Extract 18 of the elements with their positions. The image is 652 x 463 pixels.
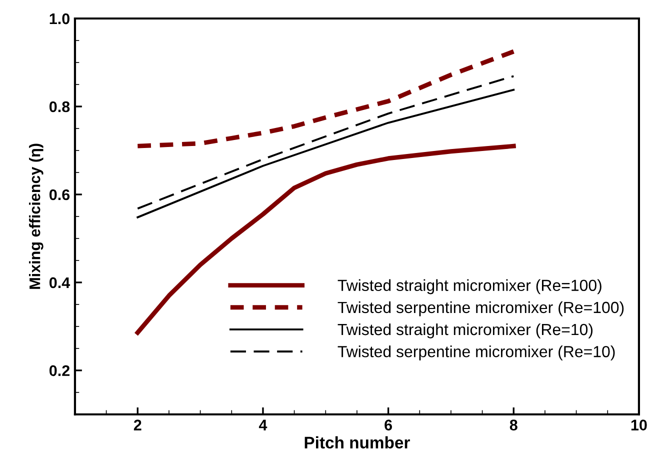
x-tick-label: 10 [631, 420, 647, 430]
y-tick-label: 0.4 [49, 277, 70, 288]
legend-label: Twisted straight micromixer (Re=100) [338, 279, 602, 294]
y-axis-title: Mixing efficiency (η) [29, 144, 44, 289]
line-series [136, 75, 515, 210]
x-tick-label: 6 [384, 420, 392, 430]
legend-label: Twisted serpentine micromixer (Re=100) [338, 301, 624, 316]
legend-label: Twisted serpentine micromixer (Re=10) [338, 346, 615, 360]
y-tick-label: 1.0 [50, 13, 70, 24]
x-tick-label: 2 [134, 420, 142, 430]
x-tick-label: 8 [510, 420, 518, 430]
x-tick-label: 4 [258, 420, 268, 430]
x-axis-title: Pitch number [304, 436, 410, 449]
y-tick-label: 0.6 [49, 189, 70, 200]
line-series [136, 88, 515, 218]
y-tick-label: 0.8 [49, 101, 70, 112]
y-tick-label: 0.2 [49, 365, 70, 376]
legend-label: Twisted straight micromixer (Re=10) [338, 323, 593, 338]
